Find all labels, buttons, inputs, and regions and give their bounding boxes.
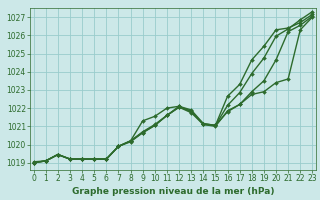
- X-axis label: Graphe pression niveau de la mer (hPa): Graphe pression niveau de la mer (hPa): [72, 187, 274, 196]
